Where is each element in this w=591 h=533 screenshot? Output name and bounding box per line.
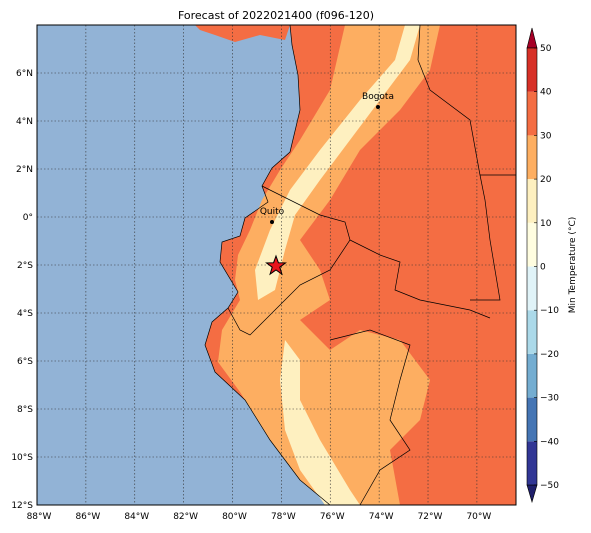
colorbar-tick-label: 30	[540, 131, 552, 141]
colorbar-segment	[527, 48, 537, 92]
colorbar-tick-label: 0	[540, 263, 546, 273]
colorbar-tick-label: 20	[540, 175, 552, 185]
y-tick-label: 12°S	[11, 501, 33, 511]
y-tick-label: 4°N	[16, 117, 33, 127]
colorbar-tick-label: 40	[540, 88, 552, 98]
city-marker	[376, 105, 380, 109]
y-tick-label: 6°S	[17, 357, 33, 367]
colorbar-tick-label: −40	[540, 437, 559, 447]
city-marker	[270, 220, 274, 224]
colorbar-extension	[526, 484, 538, 504]
city-label: Quito	[260, 207, 285, 217]
colorbar: −50 −40 −30 −20 −10 0 10 20 30 40 50	[526, 27, 559, 504]
x-tick-label: 70°W	[466, 512, 491, 522]
coastline	[204, 24, 331, 506]
colorbar-segment	[527, 397, 537, 442]
x-tick-label: 74°W	[369, 512, 394, 522]
temperature-band	[255, 25, 420, 300]
colorbar-tick-label: −10	[540, 306, 559, 316]
x-tick-label: 86°W	[75, 512, 100, 522]
map-title: Forecast of 2022021400 (f096-120)	[178, 9, 374, 22]
colorbar-segment	[527, 179, 537, 223]
colorbar-segment	[527, 310, 537, 354]
colorbar-segment	[527, 222, 537, 267]
y-tick-label: 0°	[23, 213, 33, 223]
border	[417, 24, 501, 301]
colorbar-tick-label: 10	[540, 219, 552, 229]
y-tick-label: 2°S	[17, 261, 33, 271]
border	[349, 239, 491, 319]
colorbar-segment	[527, 266, 537, 311]
x-tick-label: 78°W	[271, 512, 296, 522]
colorbar-tick-label: −50	[540, 481, 559, 491]
x-tick-label: 72°W	[418, 512, 443, 522]
y-tick-label: 10°S	[11, 453, 33, 463]
temperature-band	[218, 25, 440, 505]
city-label: Bogota	[362, 92, 394, 102]
colorbar-extension	[526, 27, 538, 49]
location-star	[265, 254, 287, 276]
y-tick-label: 4°S	[17, 309, 33, 319]
temperature-band	[280, 340, 360, 505]
colorbar-segment	[527, 91, 537, 136]
land	[195, 25, 290, 42]
border	[227, 185, 351, 336]
map: Quito Bogota	[36, 24, 517, 506]
colorbar-tick-label: −20	[540, 350, 559, 360]
colorbar-segment	[527, 441, 537, 485]
x-tick-label: 84°W	[124, 512, 149, 522]
colorbar-tick-label: 50	[540, 44, 552, 54]
colorbar-segment	[527, 135, 537, 180]
border	[329, 329, 411, 506]
x-tick-label: 88°W	[27, 512, 52, 522]
map-frame	[36, 24, 517, 506]
x-tick-label: 80°W	[222, 512, 247, 522]
x-tick-label: 82°W	[173, 512, 198, 522]
colorbar-label: Min Temperature (°C)	[568, 217, 578, 314]
y-tick-label: 2°N	[16, 165, 33, 175]
y-tick-label: 6°N	[16, 69, 33, 79]
colorbar-tick-label: −30	[540, 394, 559, 404]
x-tick-label: 76°W	[320, 512, 345, 522]
colorbar-segment	[527, 353, 537, 398]
y-tick-label: 8°S	[17, 405, 33, 415]
